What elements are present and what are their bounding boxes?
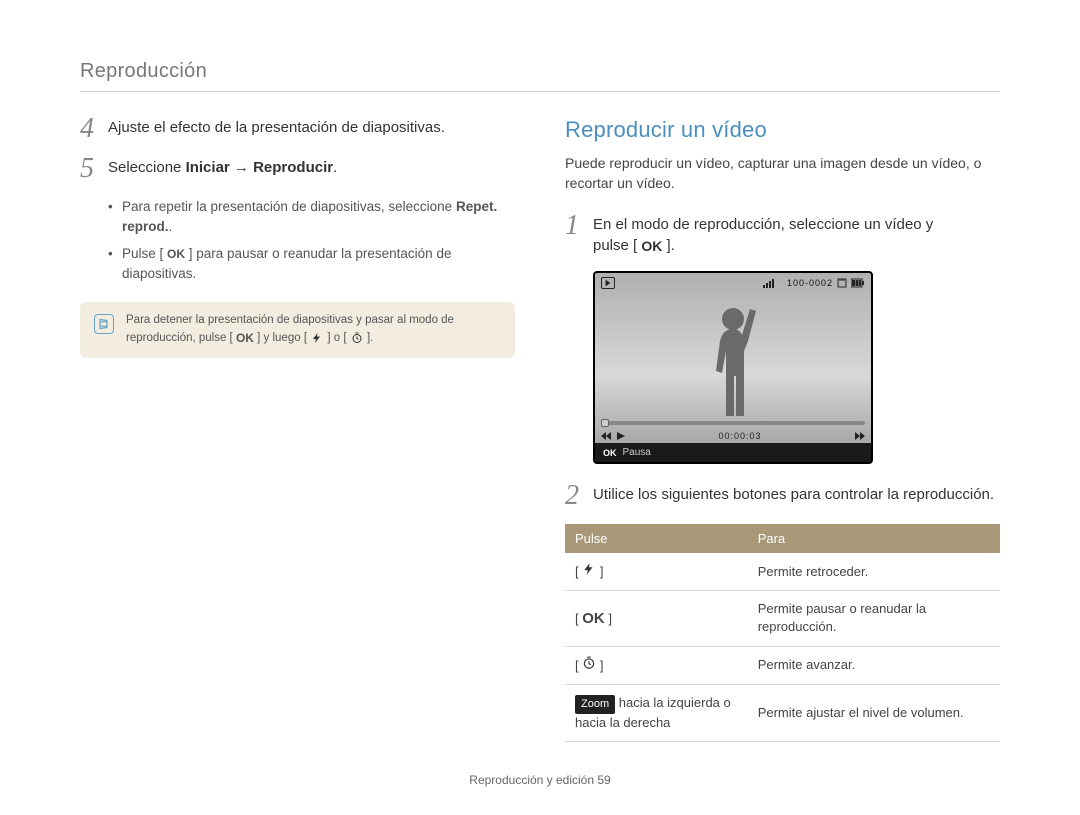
note-box: Para detener la presentación de diaposit… xyxy=(80,302,515,358)
rewind-icon xyxy=(601,432,611,440)
flash-icon xyxy=(310,331,324,345)
counter: 100-0002 xyxy=(787,278,833,288)
left-column: 4 Ajuste el efecto de la presentación de… xyxy=(80,117,515,742)
video-controls-row: 00:00:03 xyxy=(601,431,865,441)
controls-table: Pulse Para [ ] Permite retroceder. [ OK … xyxy=(565,524,1000,742)
play-indicator-icon xyxy=(601,277,615,289)
col-pulse: Pulse xyxy=(565,524,748,553)
step-text: En el modo de reproducción, seleccione u… xyxy=(593,214,1000,258)
video-screen: 100-0002 00:00:03 xyxy=(595,273,871,443)
note-line2-mid: ] y luego [ xyxy=(254,332,310,344)
table-row: [ ] Permite retroceder. xyxy=(565,553,1000,591)
bullet-text: Para repetir la presentación de diaposit… xyxy=(122,199,456,214)
text-suffix: . xyxy=(333,159,337,176)
step5-bullets: Para repetir la presentación de diaposit… xyxy=(108,197,515,284)
step-text: Seleccione Iniciar → Reproducir. xyxy=(108,157,515,179)
note-or: ] o [ xyxy=(324,332,350,344)
cell-pulse: [ ] xyxy=(565,646,748,684)
step-number: 2 xyxy=(565,482,593,510)
flash-icon xyxy=(582,562,596,576)
cell-para: Permite avanzar. xyxy=(748,646,1000,684)
topbar-right: 100-0002 xyxy=(763,278,865,288)
step1-line2-prefix: pulse [ xyxy=(593,237,641,254)
cell-para: Permite pausar o reanudar la reproducció… xyxy=(748,591,1000,646)
step-number: 5 xyxy=(80,155,108,183)
signal-icon xyxy=(763,278,783,288)
intro-text: Puede reproducir un vídeo, capturar una … xyxy=(565,153,1000,194)
right-column: Reproducir un vídeo Puede reproducir un … xyxy=(565,117,1000,742)
step-number: 1 xyxy=(565,212,593,240)
step-text: Utilice los siguientes botones para cont… xyxy=(593,484,1000,506)
playback-buttons xyxy=(601,432,625,440)
table-row: [ OK ] Permite pausar o reanudar la repr… xyxy=(565,591,1000,646)
pause-label: Pausa xyxy=(623,447,651,458)
bullet-suffix: . xyxy=(169,219,173,234)
bullet-item: Para repetir la presentación de diaposit… xyxy=(108,197,515,238)
ok-icon: OK xyxy=(641,236,662,256)
note-line2-prefix: reproducción, pulse [ xyxy=(126,332,236,344)
battery-icon xyxy=(851,278,865,288)
note-text: Para detener la presentación de diaposit… xyxy=(126,312,454,348)
bullet-text: Pulse [ xyxy=(122,246,167,261)
ok-icon: OK xyxy=(236,329,254,347)
zoom-badge: Zoom xyxy=(575,695,615,714)
person-silhouette xyxy=(698,301,768,421)
progress-thumb xyxy=(601,419,609,427)
forward-icon xyxy=(855,432,865,440)
section-header: Reproducción xyxy=(80,60,1000,83)
table-row: Zoom hacia la izquierda o hacia la derec… xyxy=(565,684,1000,742)
cell-para: Permite ajustar el nivel de volumen. xyxy=(748,684,1000,742)
step-5: 5 Seleccione Iniciar → Reproducir. xyxy=(80,157,515,183)
video-topbar: 100-0002 xyxy=(601,277,865,289)
table-row: [ ] Permite avanzar. xyxy=(565,646,1000,684)
page-footer: Reproducción y edición 59 xyxy=(0,773,1080,787)
step-text: Ajuste el efecto de la presentación de d… xyxy=(108,117,515,139)
table-header-row: Pulse Para xyxy=(565,524,1000,553)
step1-line2-suffix: ]. xyxy=(662,237,675,254)
card-icon xyxy=(837,278,847,288)
step1-line1: En el modo de reproducción, seleccione u… xyxy=(593,216,933,233)
note-icon xyxy=(94,314,114,334)
elapsed-time: 00:00:03 xyxy=(718,431,761,441)
text-prefix: Seleccione xyxy=(108,159,186,176)
video-bottombar: OK Pausa xyxy=(595,443,871,462)
cell-pulse: [ OK ] xyxy=(565,591,748,646)
cell-para: Permite retroceder. xyxy=(748,553,1000,591)
play-icon xyxy=(617,432,625,440)
ok-icon: OK xyxy=(167,245,185,263)
divider xyxy=(80,91,1000,92)
step-1: 1 En el modo de reproducción, seleccione… xyxy=(565,214,1000,258)
note-line2-end: ]. xyxy=(364,332,374,344)
progress-bar xyxy=(601,421,865,425)
timer-icon xyxy=(582,656,596,670)
timer-icon xyxy=(350,331,364,345)
step-number: 4 xyxy=(80,115,108,143)
cell-pulse: Zoom hacia la izquierda o hacia la derec… xyxy=(565,684,748,742)
text-bold: Iniciar → Reproducir xyxy=(186,159,334,176)
columns: 4 Ajuste el efecto de la presentación de… xyxy=(80,117,1000,742)
ok-label: OK xyxy=(603,448,617,458)
note-line1: Para detener la presentación de diaposit… xyxy=(126,314,454,326)
subheading: Reproducir un vídeo xyxy=(565,117,1000,143)
video-player: 100-0002 00:00:03 xyxy=(593,271,873,464)
step-4: 4 Ajuste el efecto de la presentación de… xyxy=(80,117,515,143)
step-2: 2 Utilice los siguientes botones para co… xyxy=(565,484,1000,510)
cell-pulse: [ ] xyxy=(565,553,748,591)
col-para: Para xyxy=(748,524,1000,553)
ok-icon: OK xyxy=(582,610,605,627)
topbar-left xyxy=(601,277,615,289)
bullet-item: Pulse [ OK ] para pausar o reanudar la p… xyxy=(108,244,515,285)
